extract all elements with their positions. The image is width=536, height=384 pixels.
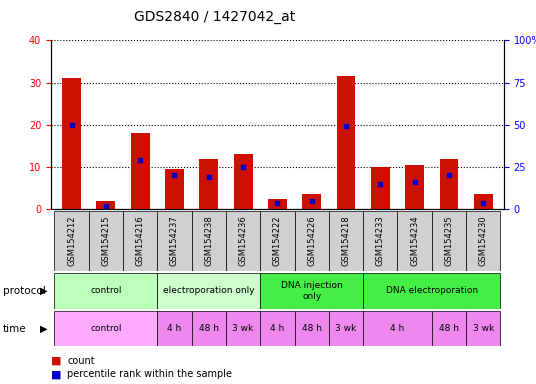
Text: GSM154233: GSM154233: [376, 215, 385, 266]
Bar: [54, 273, 157, 309]
Text: GSM154236: GSM154236: [239, 215, 248, 266]
Bar: [295, 311, 329, 346]
Bar: [226, 311, 260, 346]
Text: GSM154218: GSM154218: [341, 216, 351, 266]
Bar: [329, 211, 363, 271]
Text: 4 h: 4 h: [270, 324, 285, 333]
Text: ■: ■: [51, 356, 62, 366]
Text: time: time: [3, 323, 26, 334]
Bar: [123, 211, 157, 271]
Bar: [157, 211, 191, 271]
Bar: [62, 78, 81, 209]
Bar: [440, 159, 458, 209]
Bar: [260, 211, 295, 271]
Bar: [54, 311, 157, 346]
Point: [239, 164, 247, 170]
Point: [308, 198, 316, 204]
Text: 48 h: 48 h: [439, 324, 459, 333]
Text: GSM154226: GSM154226: [307, 216, 316, 266]
Point: [67, 122, 76, 128]
Text: control: control: [90, 286, 122, 295]
Text: GSM154215: GSM154215: [101, 216, 110, 266]
Text: 4 h: 4 h: [167, 324, 182, 333]
Text: DNA electroporation: DNA electroporation: [386, 286, 478, 295]
Text: GSM154237: GSM154237: [170, 215, 179, 266]
Bar: [432, 211, 466, 271]
Bar: [191, 311, 226, 346]
Text: ▶: ▶: [40, 323, 48, 334]
Text: GSM154235: GSM154235: [444, 216, 453, 266]
Bar: [88, 211, 123, 271]
Text: control: control: [90, 324, 122, 333]
Text: 3 wk: 3 wk: [473, 324, 494, 333]
Bar: [54, 211, 88, 271]
Text: count: count: [67, 356, 95, 366]
Bar: [96, 201, 115, 209]
Bar: [226, 211, 260, 271]
Text: 3 wk: 3 wk: [233, 324, 254, 333]
Bar: [371, 167, 390, 209]
Bar: [432, 311, 466, 346]
Bar: [398, 211, 432, 271]
Bar: [302, 195, 321, 209]
Text: electroporation only: electroporation only: [163, 286, 255, 295]
Point: [445, 172, 453, 179]
Text: 48 h: 48 h: [199, 324, 219, 333]
Text: GSM154216: GSM154216: [136, 216, 145, 266]
Text: protocol: protocol: [3, 286, 46, 296]
Bar: [165, 169, 184, 209]
Text: 48 h: 48 h: [302, 324, 322, 333]
Bar: [337, 76, 355, 209]
Text: 3 wk: 3 wk: [336, 324, 356, 333]
Bar: [329, 311, 363, 346]
Bar: [199, 159, 218, 209]
Point: [479, 199, 488, 205]
Bar: [363, 211, 398, 271]
Point: [136, 157, 144, 163]
Text: GSM154230: GSM154230: [479, 216, 488, 266]
Text: GSM154238: GSM154238: [204, 215, 213, 266]
Point: [204, 174, 213, 180]
Bar: [260, 273, 363, 309]
Bar: [131, 133, 150, 209]
Bar: [466, 211, 501, 271]
Bar: [466, 311, 501, 346]
Bar: [268, 199, 287, 209]
Bar: [405, 165, 424, 209]
Point: [273, 199, 281, 205]
Bar: [157, 273, 260, 309]
Point: [101, 203, 110, 209]
Text: GDS2840 / 1427042_at: GDS2840 / 1427042_at: [134, 10, 295, 23]
Bar: [363, 273, 501, 309]
Text: DNA injection
only: DNA injection only: [281, 281, 343, 301]
Text: ■: ■: [51, 369, 62, 379]
Text: percentile rank within the sample: percentile rank within the sample: [67, 369, 232, 379]
Text: GSM154234: GSM154234: [410, 216, 419, 266]
Bar: [260, 311, 295, 346]
Point: [170, 172, 178, 179]
Point: [342, 123, 351, 129]
Bar: [295, 211, 329, 271]
Point: [411, 179, 419, 185]
Bar: [363, 311, 432, 346]
Bar: [474, 195, 493, 209]
Bar: [234, 154, 252, 209]
Bar: [191, 211, 226, 271]
Bar: [157, 311, 191, 346]
Text: GSM154212: GSM154212: [67, 216, 76, 266]
Point: [376, 181, 385, 187]
Text: 4 h: 4 h: [390, 324, 405, 333]
Text: GSM154222: GSM154222: [273, 216, 282, 266]
Text: ▶: ▶: [40, 286, 48, 296]
